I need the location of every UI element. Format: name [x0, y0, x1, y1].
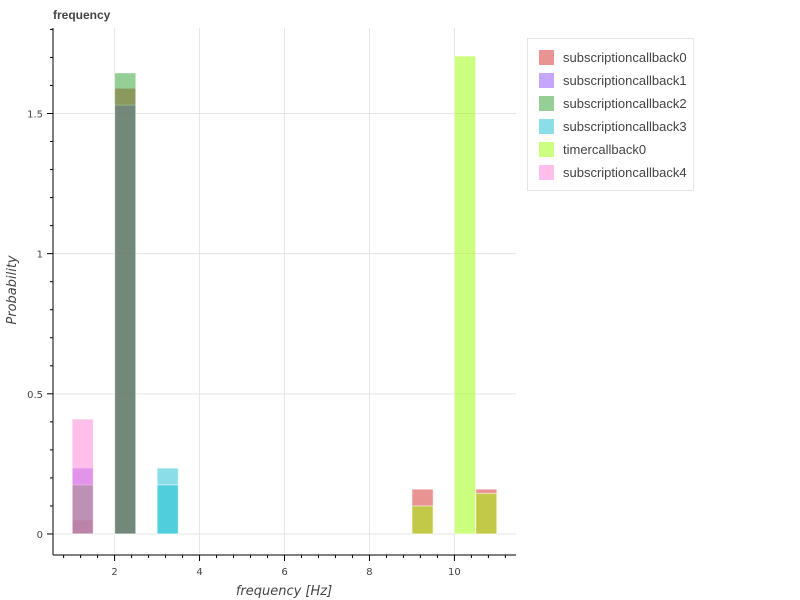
- legend-label: subscriptioncallback4: [563, 164, 687, 180]
- y-axis-label: Probability: [5, 255, 20, 325]
- legend-swatch: [539, 164, 554, 180]
- legend-item-subscriptioncallback4[interactable]: subscriptioncallback4: [539, 164, 687, 180]
- bars-layer: [71, 55, 498, 535]
- legend-swatch: [539, 95, 554, 111]
- x-axis-label: frequency [Hz]: [236, 584, 332, 599]
- x-tick-label: 4: [196, 567, 202, 578]
- bar-timercallback0-0: [411, 505, 434, 535]
- bar-subscriptioncallback3-1: [156, 484, 179, 535]
- legend-swatch: [539, 118, 554, 134]
- legend-label: timercallback0: [563, 141, 647, 157]
- legend-swatch: [539, 141, 554, 157]
- bar-subscriptioncallback2-1: [114, 72, 137, 535]
- x-tick-label: 2: [111, 567, 117, 578]
- legend-item-subscriptioncallback0[interactable]: subscriptioncallback0: [539, 49, 687, 65]
- legend-item-subscriptioncallback2[interactable]: subscriptioncallback2: [539, 95, 687, 111]
- legend-swatch: [539, 49, 554, 65]
- legend-label: subscriptioncallback0: [563, 49, 687, 65]
- x-tick-label: 6: [281, 567, 287, 578]
- legend-item-subscriptioncallback3[interactable]: subscriptioncallback3: [539, 118, 687, 134]
- bar-subscriptioncallback4-0: [71, 418, 94, 535]
- bar-timercallback0-1: [453, 55, 477, 535]
- y-tick-label: 1.5: [27, 109, 43, 120]
- y-tick-label: 0.5: [27, 390, 43, 401]
- y-tick-label: 0: [37, 530, 43, 541]
- x-tick-label: 10: [448, 567, 461, 578]
- legend-swatch: [539, 72, 554, 88]
- legend: subscriptioncallback0 subscriptioncallbac…: [527, 38, 694, 191]
- bar-timercallback0-2: [475, 492, 498, 535]
- x-tick-label: 8: [366, 567, 372, 578]
- legend-label: subscriptioncallback3: [563, 118, 687, 134]
- axes-layer: 2 4 6 8 10 0 0.5 1 1.5: [27, 28, 516, 578]
- legend-label: subscriptioncallback1: [563, 72, 687, 88]
- chart-title: frequency: [53, 8, 111, 22]
- legend-label: subscriptioncallback2: [563, 95, 687, 111]
- legend-item-subscriptioncallback1[interactable]: subscriptioncallback1: [539, 72, 687, 88]
- y-tick-label: 1: [37, 250, 43, 261]
- legend-item-timercallback0[interactable]: timercallback0: [539, 141, 646, 157]
